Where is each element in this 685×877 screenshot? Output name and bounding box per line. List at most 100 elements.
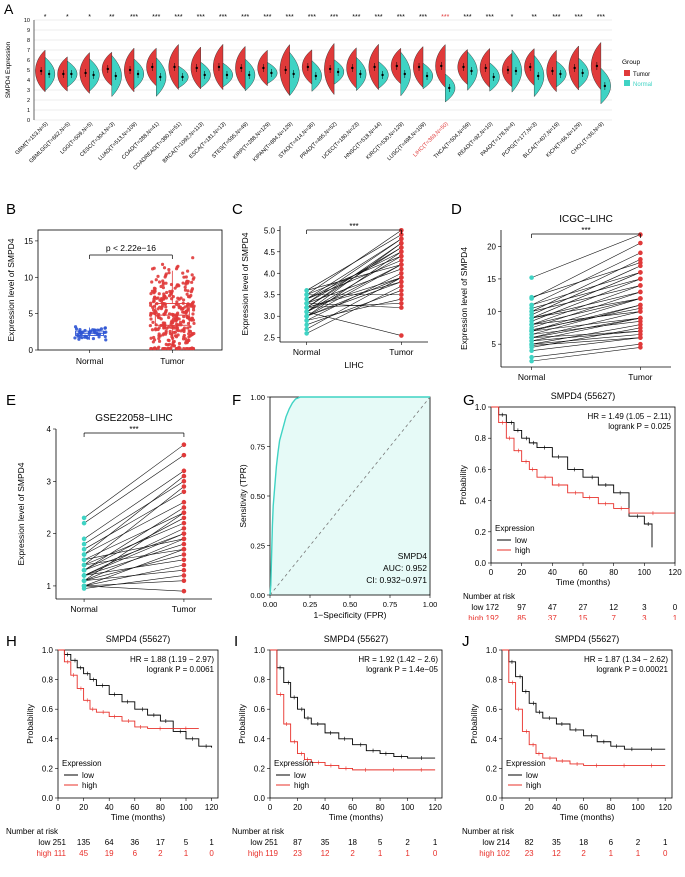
pair-line (83, 512, 185, 581)
data-point (190, 287, 195, 291)
x-tick-label: 40 (105, 803, 114, 812)
pair-line (84, 585, 184, 592)
data-point-normal (529, 312, 534, 318)
data-point (163, 326, 167, 330)
pair-line (83, 528, 185, 576)
data-point-tumor (399, 292, 404, 298)
y-tick-label: 10 (24, 18, 30, 24)
data-point-tumor (181, 479, 187, 484)
risk-high-count: 23 (525, 849, 534, 858)
data-point (164, 281, 168, 285)
data-point (183, 285, 187, 289)
legend-title: Expression (495, 524, 535, 533)
pair-line (306, 251, 402, 300)
pair-line (83, 533, 185, 576)
x-tick-label: 20 (79, 803, 88, 812)
data-point (192, 321, 196, 326)
y-tick-label: 20 (487, 242, 496, 251)
data-point (186, 295, 191, 299)
panel-label-g: G (463, 392, 475, 409)
x-axis-title: Time (months) (556, 577, 611, 587)
legend-label-high: high (526, 781, 541, 790)
x-tick-label: 40 (552, 803, 561, 812)
y-tick-label: 0.2 (475, 528, 487, 537)
data-point-tumor (181, 489, 187, 495)
pair-line (531, 234, 641, 278)
data-point-tumor (181, 515, 187, 521)
risk-low-count: 82 (525, 838, 534, 847)
panel-c-chart: C 2.5 3.0 3.5 4.0 4.5 5.0 Expression level of S… (232, 201, 428, 370)
significance-label: * (88, 14, 91, 21)
data-point (151, 308, 156, 312)
data-point (150, 267, 155, 271)
x-tick-label: 60 (348, 803, 357, 812)
pair-line (306, 230, 402, 295)
pair-line (531, 343, 641, 358)
y-tick-label: 0 (27, 118, 30, 124)
y-axis-title: Sensitivity (TPR) (238, 464, 248, 527)
legend-title: Expression (274, 759, 314, 768)
x-tick-label: 0 (489, 568, 494, 577)
data-point-normal (529, 305, 534, 311)
risk-high-count: high 102 (479, 849, 510, 858)
legend-label-high: high (294, 781, 309, 790)
pair-line (83, 470, 185, 540)
data-point (186, 269, 190, 273)
risk-high-count: 0 (433, 849, 438, 858)
pair-line (306, 251, 402, 317)
risk-high-count: 1 (378, 849, 383, 858)
y-tick-label: 15 (487, 275, 496, 284)
data-point (163, 294, 167, 298)
chart-title: SMPD4 (55627) (551, 391, 616, 401)
y-tick-label: 0.4 (42, 735, 54, 744)
data-point-tumor (638, 332, 643, 337)
data-point (170, 319, 174, 323)
data-point-tumor (638, 325, 643, 331)
panel-c: C 2.5 3.0 3.5 4.0 4.5 5.0 Expression level of S… (228, 192, 443, 382)
data-point (177, 341, 182, 346)
pair-line (531, 259, 641, 312)
pair-line (531, 337, 641, 346)
pair-line (306, 264, 402, 317)
panel-i-chart: I SMPD4 (55627)0.00.20.40.60.81.00 20 40 60 8… (232, 633, 443, 858)
significance-label: *** (441, 14, 449, 21)
x-tick-label: Normal (518, 372, 546, 382)
data-point (167, 294, 172, 298)
data-point-tumor (638, 305, 643, 311)
data-point-tumor (181, 547, 187, 552)
data-point (191, 346, 196, 351)
y-tick-label: 2.5 (264, 334, 276, 343)
hazard-ratio: HR = 1.88 (1.19 − 2.97) (130, 655, 214, 664)
risk-low-count: 5 (184, 838, 189, 847)
plot-frame (37, 229, 223, 351)
risk-high-count: 12 (552, 849, 561, 858)
y-tick-label: 6 (27, 58, 30, 64)
data-point (104, 330, 108, 334)
pair-line (531, 298, 641, 319)
pair-line (531, 291, 641, 319)
data-point (172, 305, 176, 309)
risk-low-count: 12 (609, 603, 618, 612)
x-tick-label: Tumor (172, 604, 196, 614)
plot-frame (57, 649, 219, 799)
panel-f-chart: F 0.000.00 0.25 0.25 0.50 0.50 0.75 0.75 1.00 1.0… (232, 392, 437, 620)
data-point (159, 297, 164, 301)
y-tick-label: 0.50 (250, 492, 265, 501)
risk-high-count: 1 (184, 849, 189, 858)
pair-line (531, 330, 641, 338)
data-point (149, 346, 153, 351)
x-tick-label: 60 (579, 803, 588, 812)
data-point-normal (81, 541, 87, 547)
data-point (185, 292, 189, 296)
risk-low-count: 35 (552, 838, 561, 847)
data-point (184, 309, 188, 313)
panel-label-a: A (4, 1, 14, 17)
data-point-tumor (638, 335, 643, 340)
significance-label: *** (374, 14, 382, 21)
data-point-tumor (399, 270, 404, 276)
y-tick-label: 0.6 (42, 705, 54, 714)
data-point-tumor (638, 345, 643, 350)
data-point (152, 286, 157, 290)
x-tick-label: Tumor (628, 372, 652, 382)
